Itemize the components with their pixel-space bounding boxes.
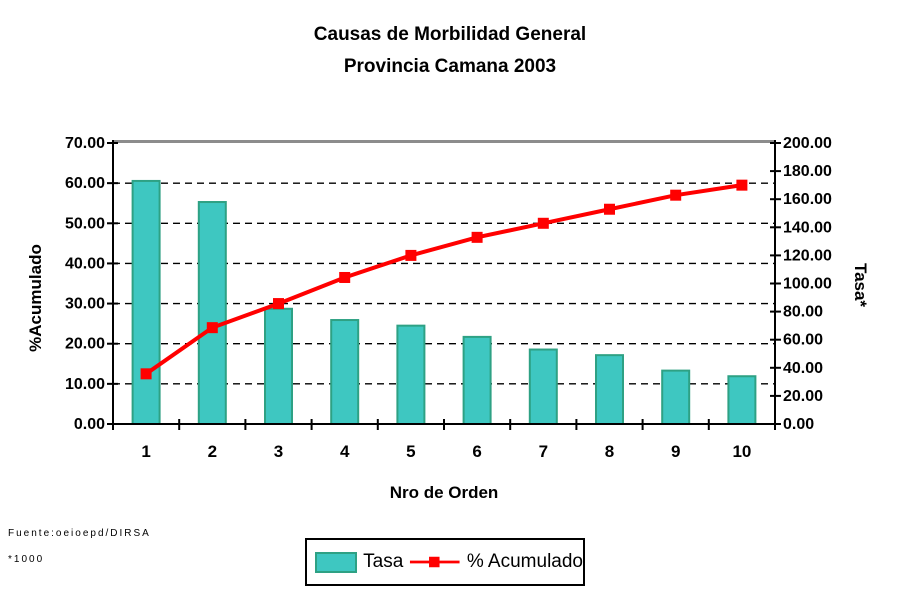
x-tick-label: 5 — [406, 442, 415, 461]
bar-tasa-6 — [462, 335, 492, 426]
bar-tasa-5 — [396, 324, 426, 425]
left-tick-label: 30.00 — [65, 296, 105, 313]
left-tick-label: 10.00 — [65, 376, 105, 393]
acumulado-marker — [537, 217, 549, 229]
left-tick-label: 40.00 — [65, 255, 105, 272]
plot-area: 70.0060.0050.0040.0030.0020.0010.000.002… — [65, 135, 832, 461]
acumulado-marker — [339, 271, 351, 283]
right-tick-label: 0.00 — [783, 416, 814, 433]
acumulado-marker — [206, 322, 218, 334]
chart-title-line2: Provincia Camana 2003 — [343, 56, 557, 77]
acumulado-marker — [604, 203, 615, 215]
right-tick-label: 180.00 — [783, 163, 832, 180]
x-tick-label: 6 — [472, 442, 481, 461]
bar-tasa-3 — [264, 307, 293, 426]
acumulado-marker — [273, 298, 284, 310]
x-axis-title: Nro de Orden — [389, 483, 499, 502]
bar-tasa-8 — [595, 354, 624, 425]
legend: Tasa % Acumulado — [305, 538, 585, 586]
bar-tasa-2 — [197, 201, 227, 425]
left-tick-label: 60.00 — [65, 175, 105, 192]
right-tick-label: 100.00 — [783, 276, 832, 293]
acumulado-marker — [140, 368, 152, 380]
legend-line-marker — [429, 556, 440, 568]
scale-note: *1000 — [8, 554, 45, 565]
left-tick-label: 50.00 — [65, 215, 105, 232]
acumulado-marker — [736, 179, 748, 191]
bar-tasa-4 — [330, 319, 360, 425]
right-tick-label: 200.00 — [783, 135, 832, 152]
x-tick-label: 9 — [671, 442, 680, 461]
left-tick-label: 20.00 — [65, 336, 105, 353]
x-tick-label: 4 — [340, 442, 350, 461]
x-tick-label: 7 — [539, 442, 548, 461]
bar-tasa-7 — [528, 348, 558, 425]
x-tick-label: 10 — [732, 442, 751, 461]
x-tick-label: 2 — [208, 442, 217, 461]
bar-tasa-10 — [727, 375, 757, 426]
right-tick-label: 80.00 — [783, 304, 823, 321]
right-tick-label: 40.00 — [783, 360, 823, 377]
right-tick-label: 160.00 — [783, 191, 832, 208]
right-tick-label: 120.00 — [783, 247, 832, 264]
x-tick-label: 3 — [274, 442, 283, 461]
legend-bar-swatch — [315, 551, 358, 573]
legend-label-acumulado: % Acumulado — [466, 551, 583, 572]
bar-tasa-9 — [661, 369, 691, 425]
bar-tasa-1 — [131, 179, 161, 425]
legend-line-marker-swatch — [410, 556, 460, 568]
right-tick-label: 140.00 — [783, 219, 832, 236]
right-tick-label: 60.00 — [783, 332, 823, 349]
right-tick-label: 20.00 — [783, 388, 823, 405]
x-tick-label: 1 — [141, 442, 150, 461]
x-tick-label: 8 — [605, 442, 614, 461]
source-note: Fuente:oeioepd/DIRSA — [8, 528, 151, 539]
acumulado-line — [144, 183, 743, 376]
legend-label-tasa: Tasa — [363, 551, 404, 572]
acumulado-marker — [471, 231, 483, 243]
left-tick-label: 70.00 — [65, 135, 105, 152]
acumulado-marker — [670, 189, 682, 201]
left-tick-label: 0.00 — [74, 416, 105, 433]
chart-title-line1: Causas de Morbilidad General — [313, 24, 587, 45]
acumulado-marker — [405, 249, 417, 261]
